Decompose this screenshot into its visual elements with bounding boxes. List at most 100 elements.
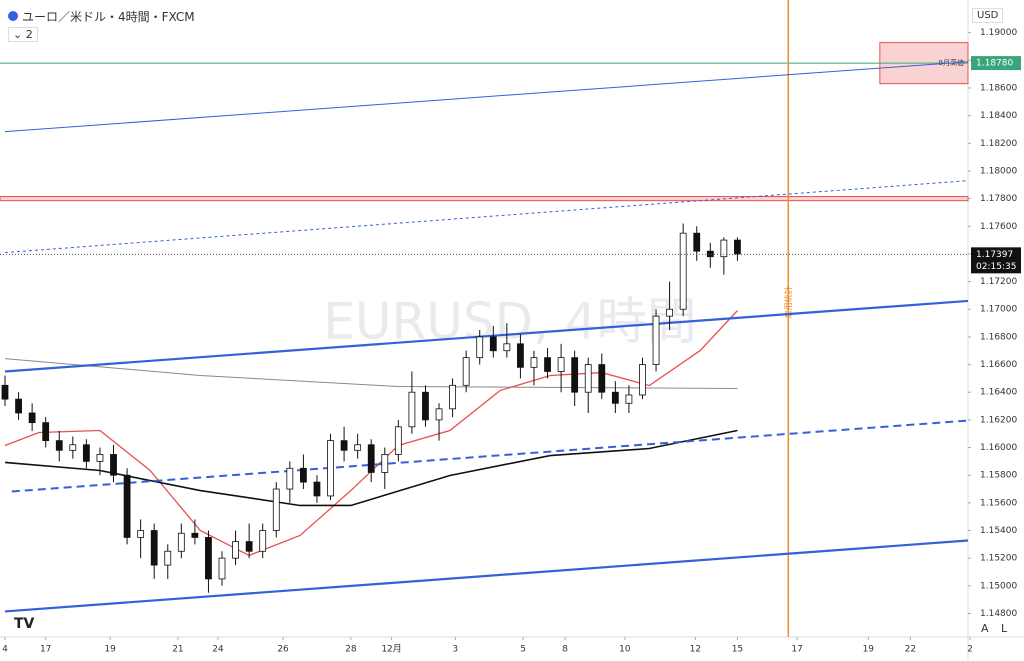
candle-body xyxy=(571,357,579,393)
auto-button[interactable]: A xyxy=(981,622,989,635)
candle-body xyxy=(1,384,9,400)
x-tick-label: 15 xyxy=(732,645,743,655)
x-tick-label: 19 xyxy=(104,645,116,655)
overlay-line xyxy=(4,299,969,373)
candle-body xyxy=(354,444,362,451)
y-tick-label: 1.17000 xyxy=(980,305,1017,315)
logo: TV xyxy=(14,616,35,632)
candle-body xyxy=(611,391,619,404)
candle-body xyxy=(164,550,172,566)
currency[interactable]: USD xyxy=(972,8,1004,23)
candle-body xyxy=(394,426,402,455)
x-tick-label: 24 xyxy=(212,645,224,655)
candle-body xyxy=(232,541,239,559)
x-tick-label: 22 xyxy=(905,645,916,655)
candle-body xyxy=(476,336,484,359)
candle-body xyxy=(327,440,334,497)
candle-body xyxy=(693,232,701,252)
log-button[interactable]: L xyxy=(1001,622,1008,635)
last-price-label: 1.17397 xyxy=(976,250,1013,260)
y-tick-label: 1.15600 xyxy=(980,498,1017,508)
overlay-line xyxy=(11,419,969,493)
candle-body xyxy=(639,364,646,396)
candle-body xyxy=(734,239,741,255)
candle-body xyxy=(625,394,633,404)
y-tick-label: 1.16200 xyxy=(980,415,1017,425)
candle-body xyxy=(177,532,185,552)
x-tick-label: 21 xyxy=(172,645,183,655)
x-tick-label: 2 xyxy=(967,645,973,655)
x-tick-label: 26 xyxy=(277,645,289,655)
x-tick-label: 10 xyxy=(619,645,631,655)
candle-body xyxy=(191,532,199,538)
candle-body xyxy=(435,408,443,421)
candle-body xyxy=(422,391,429,421)
y-tick-label: 1.17600 xyxy=(980,222,1017,232)
candle-body xyxy=(679,232,687,310)
candle-body xyxy=(666,308,674,317)
candle-body xyxy=(299,467,307,483)
y-tick-label: 1.18200 xyxy=(980,139,1017,149)
overlay-line xyxy=(4,539,969,613)
candle-body xyxy=(286,467,294,490)
candle-body xyxy=(137,530,145,538)
candle-body xyxy=(15,398,22,414)
y-tick-label: 1.16000 xyxy=(980,443,1017,453)
level-tag xyxy=(971,56,1021,71)
resistance-band xyxy=(0,196,969,202)
candle-body xyxy=(706,250,714,258)
candle-body xyxy=(598,364,606,393)
candle-body xyxy=(489,336,497,352)
candle-body xyxy=(449,384,456,410)
candle-body xyxy=(205,537,212,580)
indicator-toggle[interactable]: ⌄ 2 xyxy=(8,27,38,42)
x-tick-label: 3 xyxy=(452,645,458,655)
candle-body xyxy=(218,557,226,580)
y-tick-label: 1.17800 xyxy=(980,194,1017,204)
x-tick-label: 12月 xyxy=(381,644,401,655)
candle-body xyxy=(69,444,77,451)
candle-body xyxy=(517,343,524,368)
y-tick-label: 1.16800 xyxy=(980,332,1017,342)
candle-body xyxy=(313,481,321,497)
y-tick-label: 1.16400 xyxy=(980,388,1017,398)
overlay-line xyxy=(4,180,969,254)
y-tick-label: 1.15800 xyxy=(980,471,1017,481)
candle-body xyxy=(245,541,253,552)
x-tick-label: 19 xyxy=(863,645,875,655)
candle-body xyxy=(259,530,267,552)
candle-body xyxy=(720,239,728,258)
y-tick-label: 1.19000 xyxy=(980,28,1017,38)
candle-body xyxy=(272,488,280,531)
y-tick-label: 1.18600 xyxy=(980,83,1017,93)
candle-body xyxy=(82,444,90,462)
overlay-line xyxy=(4,358,738,389)
candle-body xyxy=(42,422,50,442)
y-tick-label: 1.18400 xyxy=(980,111,1017,121)
candle-body xyxy=(557,357,565,372)
x-tick-label: 5 xyxy=(520,645,526,655)
overlay-line xyxy=(4,429,738,507)
candle-body xyxy=(530,357,538,368)
y-tick-label: 1.16600 xyxy=(980,360,1017,370)
x-tick-label: 12 xyxy=(690,645,701,655)
event-label: 雇用統計 xyxy=(783,286,793,318)
symbol-icon xyxy=(8,11,18,21)
candle-body xyxy=(340,440,348,451)
price-tag xyxy=(971,247,1021,274)
title-text: ユーロ／米ドル・4時間・FXCM xyxy=(22,10,195,24)
level-label: 1.18780 xyxy=(976,59,1013,69)
indicator-count: 2 xyxy=(25,28,33,41)
overlay-line xyxy=(4,61,969,133)
candle-body xyxy=(150,530,158,566)
candle-body xyxy=(462,357,470,386)
candle-body xyxy=(381,454,389,473)
candle-body xyxy=(123,474,131,538)
candle-body xyxy=(110,454,117,476)
x-tick-label: 17 xyxy=(791,645,802,655)
y-tick-label: 1.18000 xyxy=(980,166,1017,176)
candle-body xyxy=(367,444,375,473)
candle-body xyxy=(544,357,551,372)
